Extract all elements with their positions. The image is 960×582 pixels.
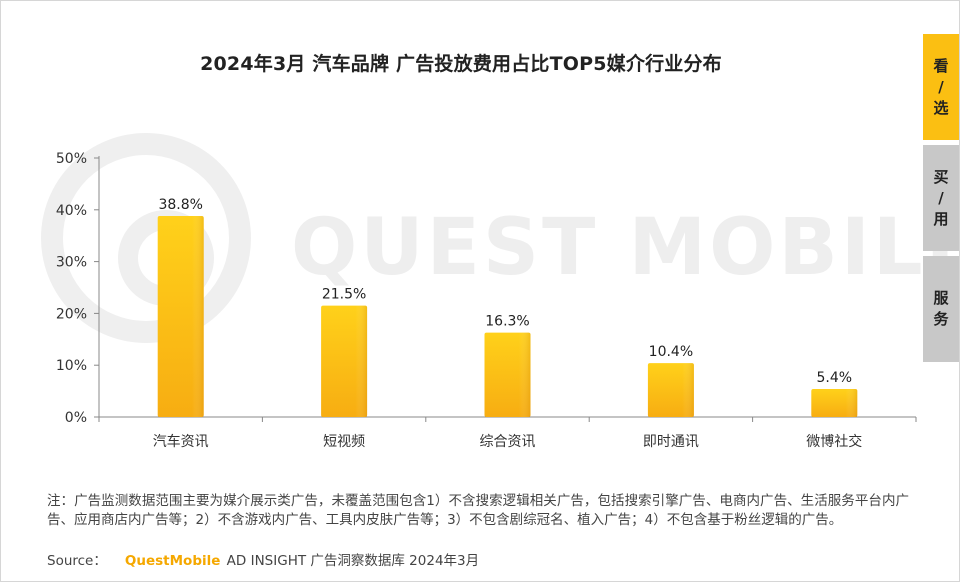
- side-tab-service[interactable]: 服务: [923, 256, 959, 362]
- bar-shade: [647, 363, 694, 417]
- bar-value-label: 10.4%: [649, 344, 693, 360]
- bar-shade: [157, 216, 204, 417]
- bar-shade: [484, 332, 531, 417]
- side-tab-char: 务: [933, 310, 949, 328]
- x-category-label: 综合资讯: [480, 434, 536, 450]
- side-tab-buy-use[interactable]: 买 / 用: [923, 145, 959, 251]
- bar-value-label: 5.4%: [817, 370, 853, 386]
- side-tabs: 看 / 选 买 / 用 服务: [923, 34, 959, 367]
- source-detail: AD INSIGHT 广告洞察数据库 2024年3月: [222, 553, 480, 569]
- side-tab-char: 买: [933, 167, 949, 186]
- bar-chart: 0% 10% 20% 30% 40% 50% 38.8% 汽车资讯 21.5% 短视频 16.3%…: [56, 151, 917, 450]
- side-tab-char: 看: [933, 56, 949, 75]
- chart-title: 2024年3月 汽车品牌 广告投放费用占比TOP5媒介行业分布: [200, 53, 722, 75]
- side-tab-char: 服: [933, 289, 949, 307]
- source-line: Source： QuestMobile AD INSIGHT 广告洞察数据库 20…: [47, 549, 479, 569]
- x-category-label: 微博社交: [806, 433, 862, 450]
- y-tick-label: 50%: [56, 151, 87, 167]
- side-tab-char: 用: [933, 209, 949, 228]
- side-tab-view-select[interactable]: 看 / 选: [923, 34, 959, 140]
- side-tab-char: 选: [933, 98, 949, 117]
- side-tab-char: /: [938, 77, 944, 96]
- bar-value-label: 16.3%: [485, 314, 529, 330]
- side-tab-char: /: [938, 188, 944, 207]
- footnote: 注：广告监测数据范围主要为媒介展示类广告，未覆盖范围包含1）不含搜索逻辑相关广告…: [47, 493, 909, 528]
- bar-value-label: 38.8%: [158, 197, 202, 213]
- bar-value-label: 21.5%: [322, 287, 366, 303]
- bar-shade: [321, 305, 368, 417]
- source-brand: QuestMobile: [124, 553, 221, 569]
- y-tick-label: 0%: [65, 410, 87, 426]
- bar-shade: [811, 389, 858, 417]
- x-category-label: 短视频: [323, 434, 365, 450]
- y-tick-label: 30%: [56, 255, 87, 271]
- x-category-label: 汽车资讯: [153, 433, 209, 450]
- source-label: Source：: [47, 553, 107, 569]
- y-tick-label: 40%: [56, 203, 87, 219]
- y-tick-label: 20%: [56, 306, 87, 322]
- x-category-label: 即时通讯: [643, 434, 699, 450]
- y-tick-label: 10%: [56, 358, 87, 374]
